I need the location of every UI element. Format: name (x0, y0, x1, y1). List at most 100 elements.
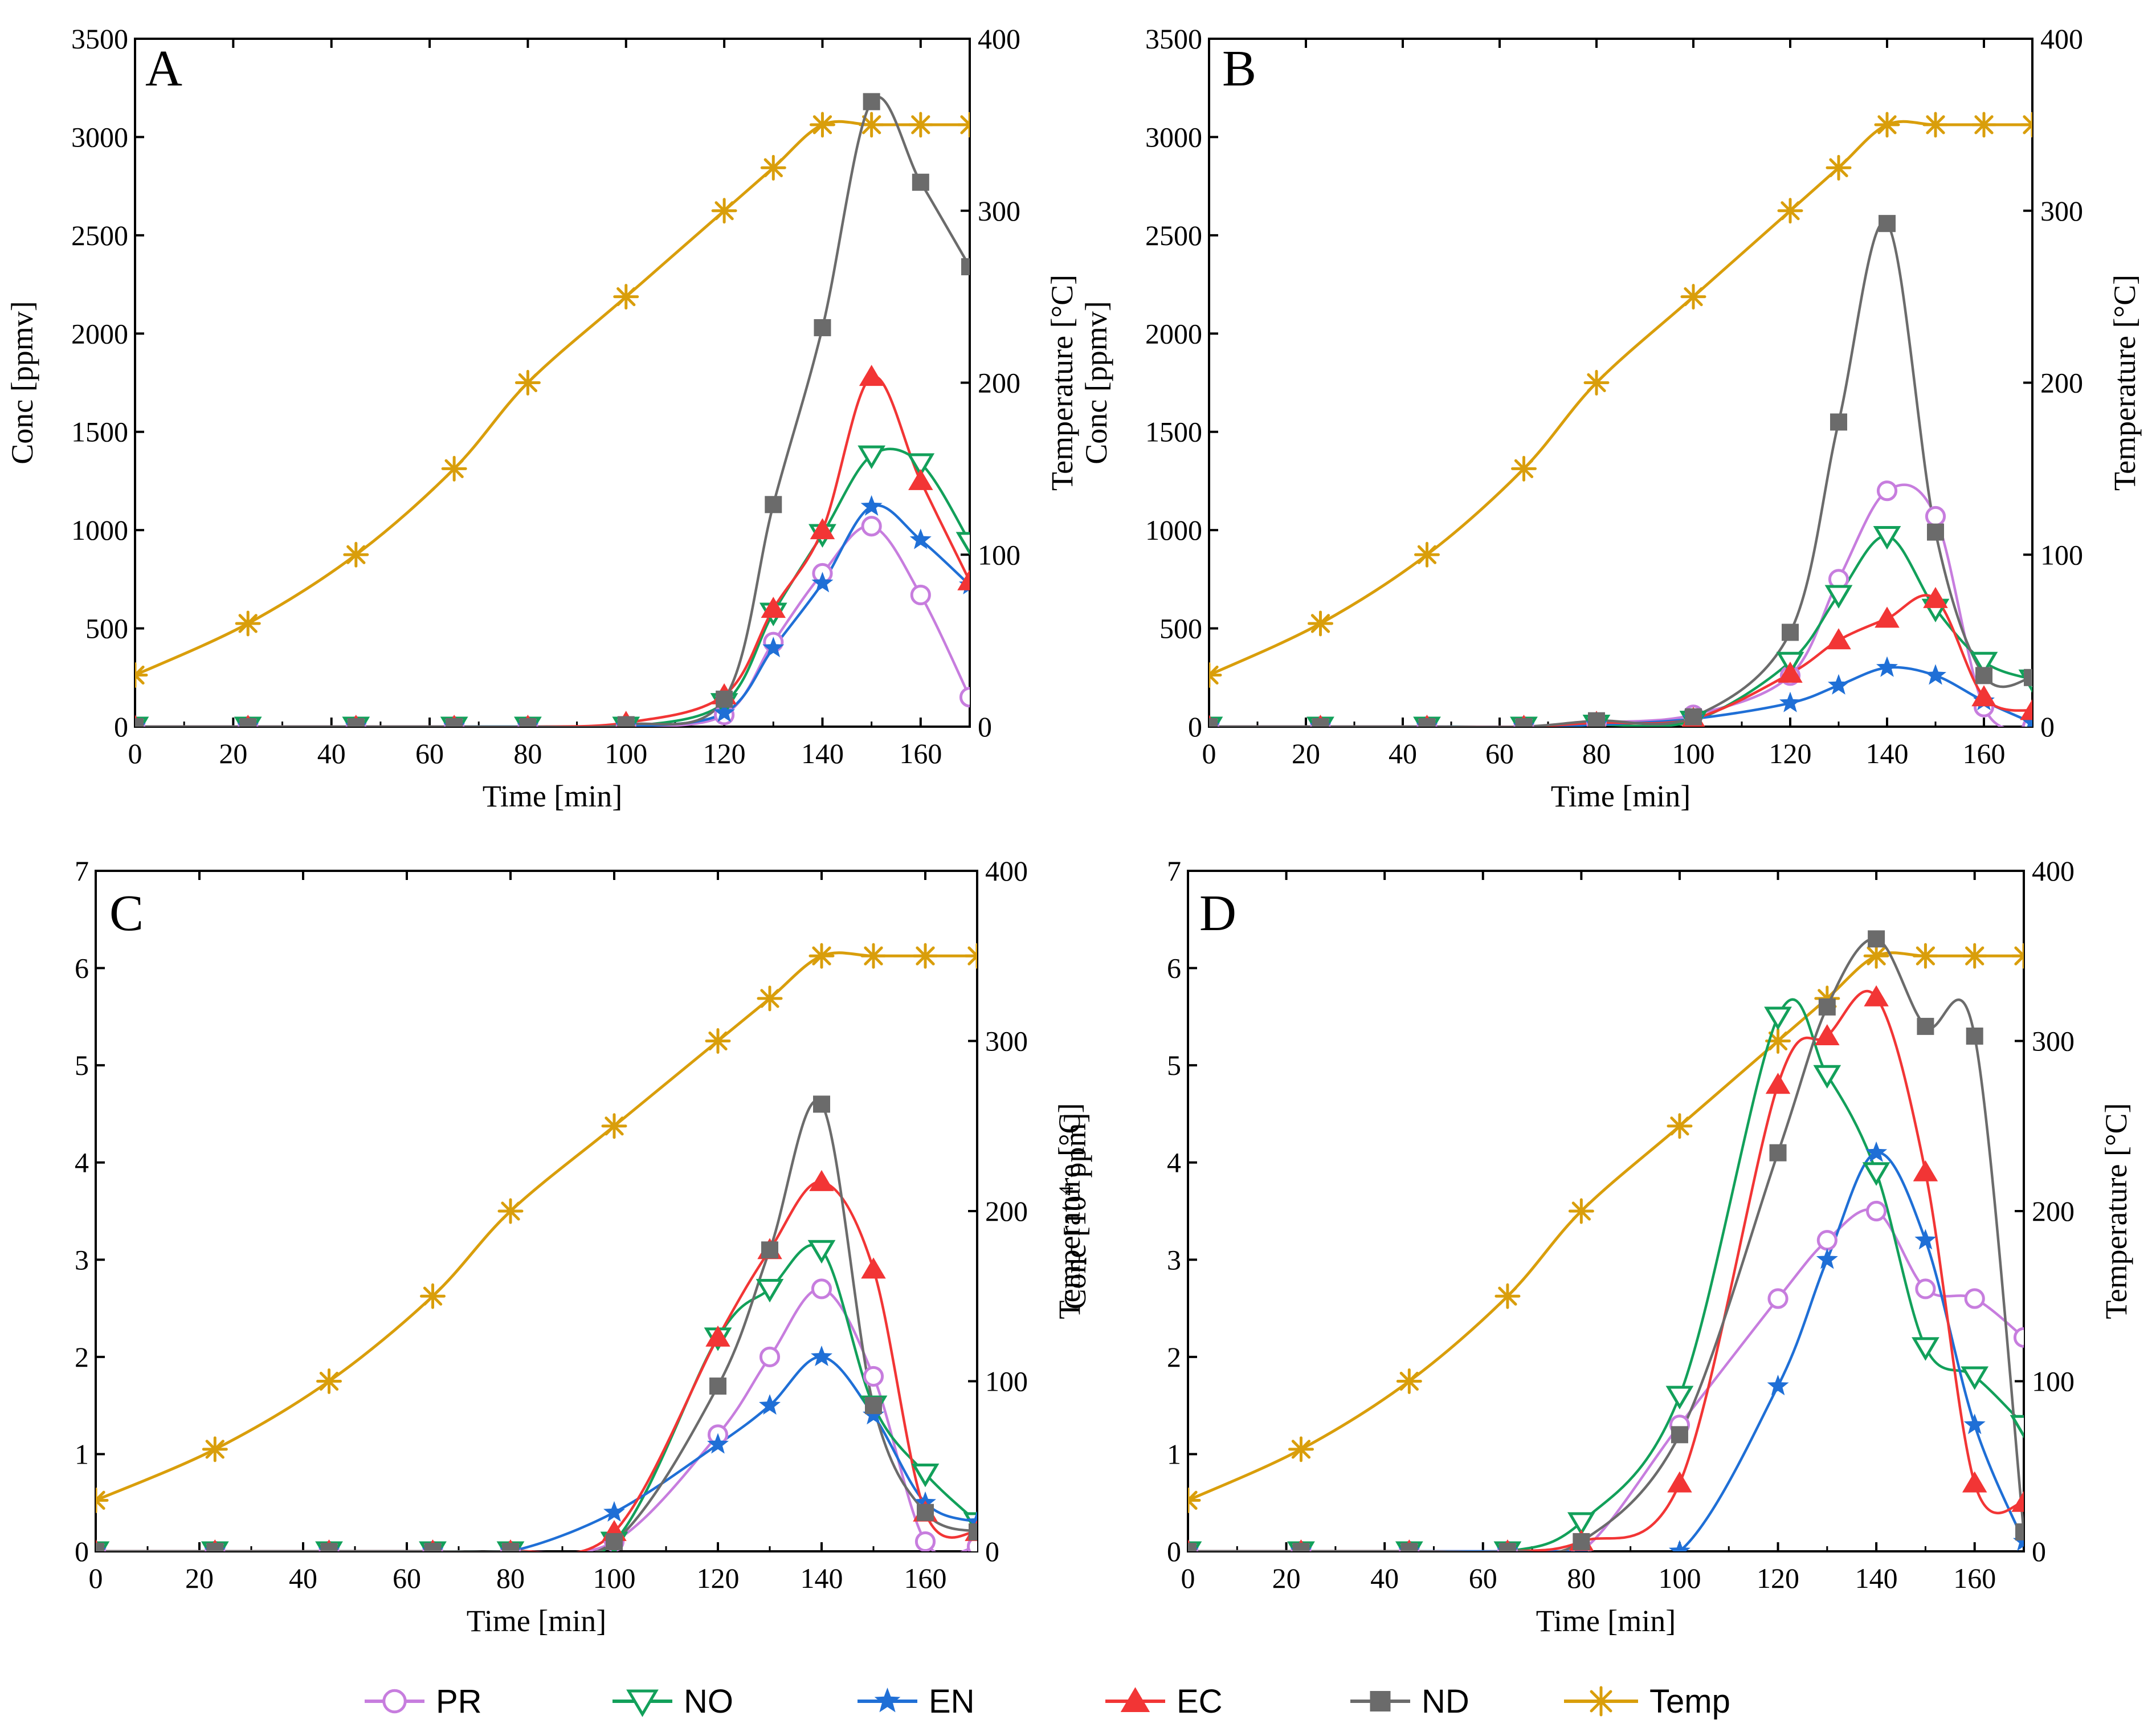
marker-temp (1765, 1028, 1791, 1054)
marker-pr (1866, 1200, 1887, 1222)
y-tick-label: 6 (75, 952, 89, 984)
marker-en (863, 1404, 884, 1425)
x-tick-label: 20 (1292, 737, 1320, 769)
marker-temp (760, 154, 786, 181)
marker-nd (1292, 1543, 1310, 1551)
marker-en (707, 1433, 729, 1454)
marker-nd (2015, 1523, 2024, 1541)
marker-ec (705, 1325, 730, 1347)
x-tick-label: 140 (801, 737, 844, 769)
plot-area (1209, 112, 2032, 727)
marker-pr (914, 1531, 936, 1551)
marker-temp-stroke (1310, 614, 1330, 633)
y-tick-label: 0 (75, 1535, 89, 1567)
legend-label-nd: ND (1422, 1683, 1469, 1720)
marker-no (911, 1464, 940, 1488)
marker-nd (863, 93, 880, 111)
x-tick-label: 20 (1272, 1562, 1301, 1594)
marker-pr (910, 584, 931, 606)
y-axis-label-main: Conc [10 (1058, 1196, 1092, 1309)
marker-temp-stroke (1926, 115, 1945, 135)
marker-no (1824, 585, 1853, 609)
marker-temp (1680, 284, 1706, 310)
marker-no (1567, 1512, 1595, 1536)
marker-temp (1874, 112, 1900, 138)
marker-pr (2013, 1327, 2024, 1348)
y-tick-label: 1500 (71, 416, 128, 448)
x-tick-label: 40 (289, 1562, 317, 1594)
marker-temp-stroke (1209, 673, 1219, 685)
plot-area (135, 93, 970, 727)
x-tick-label: 80 (513, 737, 542, 769)
y-tick-label: 1 (75, 1438, 89, 1470)
y2-axis-label: Temperature [°C] (2108, 275, 2142, 491)
marker-pr (759, 1346, 781, 1367)
x-tick-label: 80 (1567, 1562, 1595, 1594)
marker-en (860, 495, 883, 516)
legend-label-en: EN (929, 1683, 975, 1720)
marker-nd (1685, 708, 1702, 726)
legend-label-pr: PR (436, 1683, 482, 1720)
panel-d: 0 20 40 60 80 100 120 140 160 0 1 2 3 4 5 6 7 0 100 200 300 4… (1055, 855, 2133, 1638)
marker-no (807, 1240, 836, 1264)
y2-tick-label: 300 (2040, 195, 2083, 227)
marker-en (713, 701, 736, 722)
legend-marker-temp (1586, 1686, 1616, 1717)
marker-nd (1917, 1017, 1934, 1035)
marker-temp-stroke (1965, 946, 1984, 965)
y-tick-label: 0 (114, 711, 128, 743)
marker-ec (2011, 1490, 2024, 1512)
panel-a: 0 20 40 60 80 100 120 140 1600500100015002000250… (5, 23, 1079, 813)
legend-marker-ec (1120, 1687, 1150, 1712)
marker-en (1779, 691, 1801, 712)
marker-temp-stroke (1829, 158, 1848, 177)
marker-en (1828, 674, 1849, 695)
marker-temp-stroke (967, 946, 977, 958)
x-tick-label: 0 (1181, 1562, 1195, 1594)
marker-temp-stroke (1571, 1201, 1591, 1221)
marker-temp (202, 1436, 228, 1462)
marker-ec (957, 569, 970, 590)
marker-ec (1667, 1471, 1692, 1493)
marker-nd (96, 1543, 104, 1551)
marker-temp-stroke (2014, 946, 2024, 958)
x-tick-label: 100 (593, 1562, 636, 1594)
series-line-no (135, 447, 970, 727)
marker-temp-stroke (1974, 115, 1994, 135)
y-tick-label: 2500 (71, 219, 128, 251)
marker-ec (1765, 1073, 1791, 1094)
marker-temp-stroke (1916, 946, 1936, 965)
marker-temp-stroke (864, 946, 883, 965)
marker-ec (859, 365, 884, 386)
x-tick-label: 20 (219, 737, 247, 769)
marker-nd (765, 496, 782, 514)
marker-temp-stroke (518, 373, 538, 393)
y2-axis-label: Temperature [°C] (1052, 1103, 1087, 1319)
x-tick-label: 60 (415, 737, 444, 769)
y-tick-label: 7 (1167, 855, 1181, 887)
marker-ec (809, 1169, 834, 1191)
marker-temp-stroke (96, 1490, 105, 1502)
marker-nd (1498, 1543, 1516, 1551)
marker-en (1876, 656, 1898, 677)
marker-temp-stroke (1877, 115, 1897, 135)
marker-nd (1868, 930, 1885, 948)
marker-pr (1964, 1288, 1985, 1309)
series-line-en (1188, 1151, 2024, 1551)
marker-temp-stroke (135, 673, 145, 685)
y-tick-label: 3000 (71, 121, 128, 153)
y2-tick-label: 100 (985, 1366, 1028, 1397)
marker-pr (1915, 1278, 1936, 1299)
marker-temp-stroke (205, 1440, 224, 1459)
marker-temp-stroke (501, 1201, 520, 1221)
marker-temp-stroke (135, 665, 145, 678)
marker-nd (1573, 1533, 1590, 1550)
legend-marker-temp-stroke (1590, 1690, 1612, 1713)
y-tick-label: 2000 (71, 317, 128, 349)
y2-tick-label: 100 (2040, 539, 2083, 570)
marker-temp (96, 1487, 109, 1513)
marker-temp-stroke (423, 1286, 443, 1306)
marker-nd (761, 1241, 778, 1259)
y-tick-label: 5 (75, 1049, 89, 1081)
series-line-ec (135, 375, 970, 727)
